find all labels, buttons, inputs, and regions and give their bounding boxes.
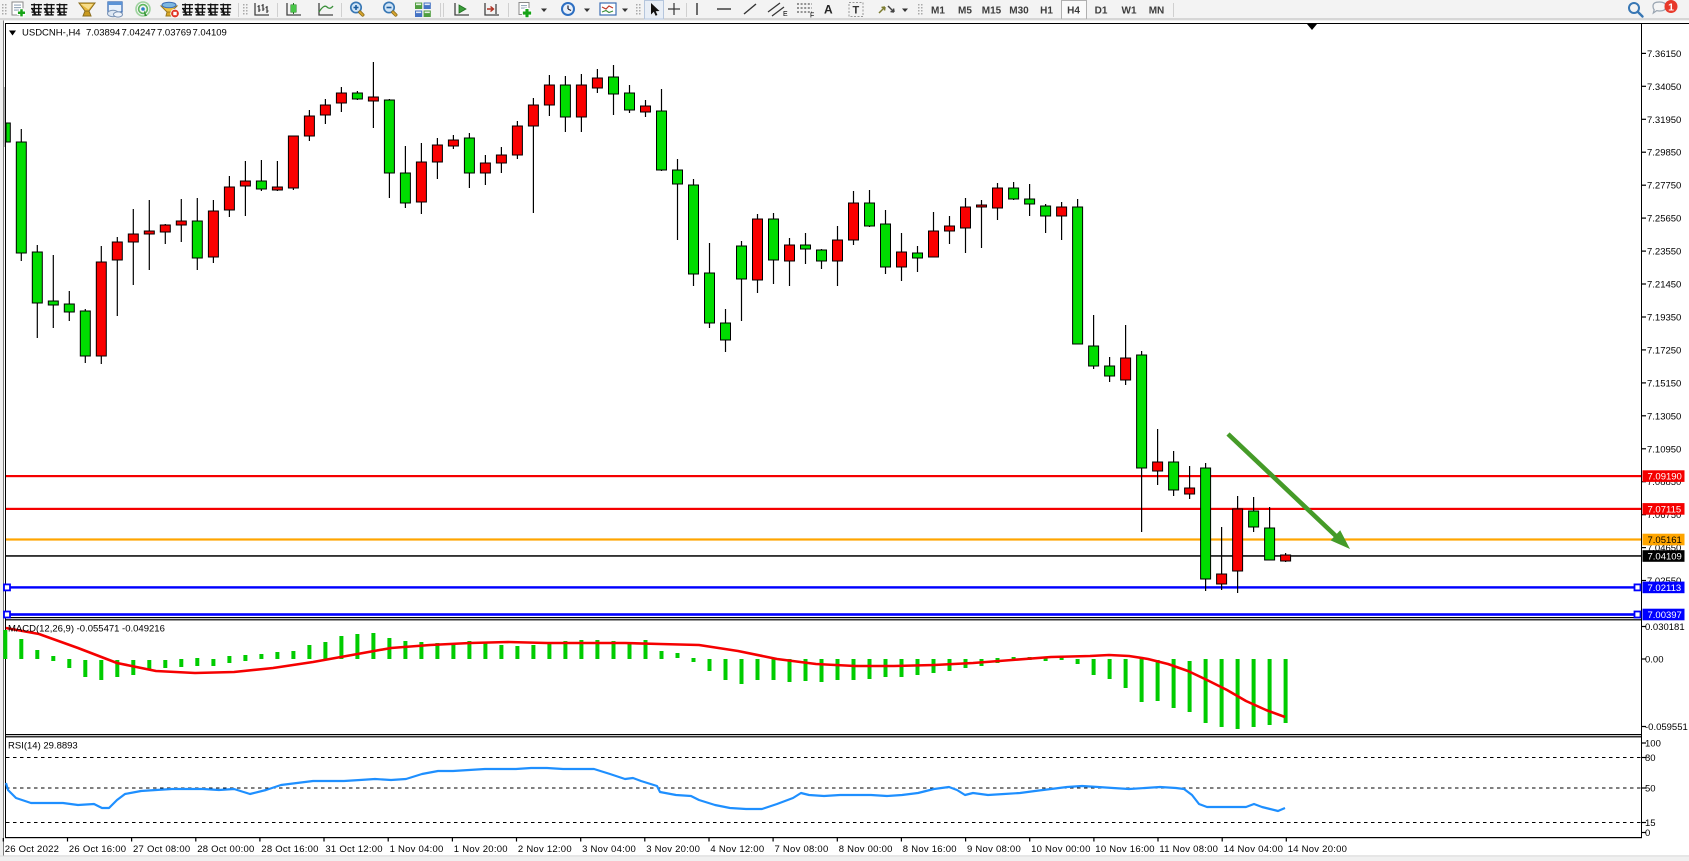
svg-text:26 Oct 16:00: 26 Oct 16:00 <box>69 844 126 855</box>
svg-text:1 Nov 04:00: 1 Nov 04:00 <box>390 844 444 855</box>
svg-text:7.00397: 7.00397 <box>1648 610 1682 621</box>
svg-text:7.03894: 7.03894 <box>86 28 120 39</box>
svg-text:7.17250: 7.17250 <box>1647 345 1681 356</box>
svg-text:M15: M15 <box>982 6 1002 17</box>
svg-text:1: 1 <box>1668 1 1674 13</box>
svg-text:7.08850: 7.08850 <box>1647 477 1681 488</box>
svg-text:D1: D1 <box>1095 6 1108 17</box>
svg-text:7.15150: 7.15150 <box>1647 378 1681 389</box>
svg-text:7.03769: 7.03769 <box>157 28 191 39</box>
svg-text:7.04247: 7.04247 <box>122 28 156 39</box>
svg-text:7.04109: 7.04109 <box>1648 552 1682 563</box>
svg-text:0: 0 <box>1645 828 1650 839</box>
svg-text:USDCNH-,H4: USDCNH-,H4 <box>22 28 81 39</box>
svg-text:7.10950: 7.10950 <box>1647 444 1681 455</box>
svg-text:14 Nov 04:00: 14 Nov 04:00 <box>1224 844 1284 855</box>
svg-text:M1: M1 <box>931 6 945 17</box>
svg-text:7 Nov 08:00: 7 Nov 08:00 <box>775 844 829 855</box>
svg-text:4 Nov 12:00: 4 Nov 12:00 <box>710 844 764 855</box>
svg-text:M30: M30 <box>1009 6 1029 17</box>
svg-text:28 Oct 00:00: 28 Oct 00:00 <box>197 844 254 855</box>
svg-text:10 Nov 16:00: 10 Nov 16:00 <box>1095 844 1155 855</box>
svg-text:27 Oct 08:00: 27 Oct 08:00 <box>133 844 190 855</box>
svg-text:80: 80 <box>1645 753 1656 764</box>
svg-text:8 Nov 00:00: 8 Nov 00:00 <box>839 844 893 855</box>
svg-text:50: 50 <box>1645 784 1656 795</box>
svg-text:0.030181: 0.030181 <box>1645 622 1685 633</box>
svg-text:F: F <box>810 13 814 20</box>
svg-text:-0.059551: -0.059551 <box>1645 722 1688 733</box>
svg-text:3 Nov 04:00: 3 Nov 04:00 <box>582 844 636 855</box>
svg-text:15: 15 <box>1645 818 1656 829</box>
svg-text:7.04109: 7.04109 <box>193 28 227 39</box>
svg-text:7.29850: 7.29850 <box>1647 148 1681 159</box>
svg-text:26 Oct 2022: 26 Oct 2022 <box>5 844 60 855</box>
svg-text:7.02550: 7.02550 <box>1647 576 1681 587</box>
svg-text:A: A <box>824 3 833 17</box>
svg-text:M5: M5 <box>958 6 972 17</box>
svg-text:10 Nov 00:00: 10 Nov 00:00 <box>1031 844 1091 855</box>
svg-text:7.05161: 7.05161 <box>1648 535 1682 546</box>
svg-text:7.31950: 7.31950 <box>1647 115 1681 126</box>
svg-text:7.06750: 7.06750 <box>1647 510 1681 521</box>
svg-text:H1: H1 <box>1040 6 1053 17</box>
svg-text:7.34050: 7.34050 <box>1647 82 1681 93</box>
svg-text:7.21450: 7.21450 <box>1647 280 1681 291</box>
svg-text:0.00: 0.00 <box>1645 655 1664 666</box>
svg-text:7.25650: 7.25650 <box>1647 214 1681 225</box>
svg-text:3 Nov 20:00: 3 Nov 20:00 <box>646 844 700 855</box>
svg-text:MACD(12,26,9) -0.055471 -0.049: MACD(12,26,9) -0.055471 -0.049216 <box>8 624 165 635</box>
svg-text:7.02113: 7.02113 <box>1648 583 1682 594</box>
svg-text:1 Nov 20:00: 1 Nov 20:00 <box>454 844 508 855</box>
svg-text:MN: MN <box>1149 6 1165 17</box>
svg-text:7.19350: 7.19350 <box>1647 313 1681 324</box>
svg-text:T: T <box>853 5 860 17</box>
svg-text:W1: W1 <box>1122 6 1137 17</box>
svg-text:7.09190: 7.09190 <box>1648 472 1682 483</box>
svg-text:7.13050: 7.13050 <box>1647 411 1681 422</box>
svg-text:31 Oct 12:00: 31 Oct 12:00 <box>325 844 382 855</box>
svg-text:7.27750: 7.27750 <box>1647 181 1681 192</box>
svg-text:7.36150: 7.36150 <box>1647 49 1681 60</box>
svg-text:9 Nov 08:00: 9 Nov 08:00 <box>967 844 1021 855</box>
svg-text:E: E <box>783 11 788 18</box>
svg-text:2 Nov 12:00: 2 Nov 12:00 <box>518 844 572 855</box>
svg-text:H4: H4 <box>1067 6 1080 17</box>
svg-text:8 Nov 16:00: 8 Nov 16:00 <box>903 844 957 855</box>
svg-text:14 Nov 20:00: 14 Nov 20:00 <box>1288 844 1348 855</box>
svg-text:7.04650: 7.04650 <box>1647 543 1681 554</box>
svg-text:7.07115: 7.07115 <box>1648 504 1682 515</box>
svg-text:28 Oct 16:00: 28 Oct 16:00 <box>261 844 318 855</box>
svg-text:11 Nov 08:00: 11 Nov 08:00 <box>1159 844 1218 855</box>
svg-text:7.23550: 7.23550 <box>1647 247 1681 258</box>
svg-text:RSI(14) 29.8893: RSI(14) 29.8893 <box>8 741 78 752</box>
svg-text:100: 100 <box>1645 739 1661 750</box>
